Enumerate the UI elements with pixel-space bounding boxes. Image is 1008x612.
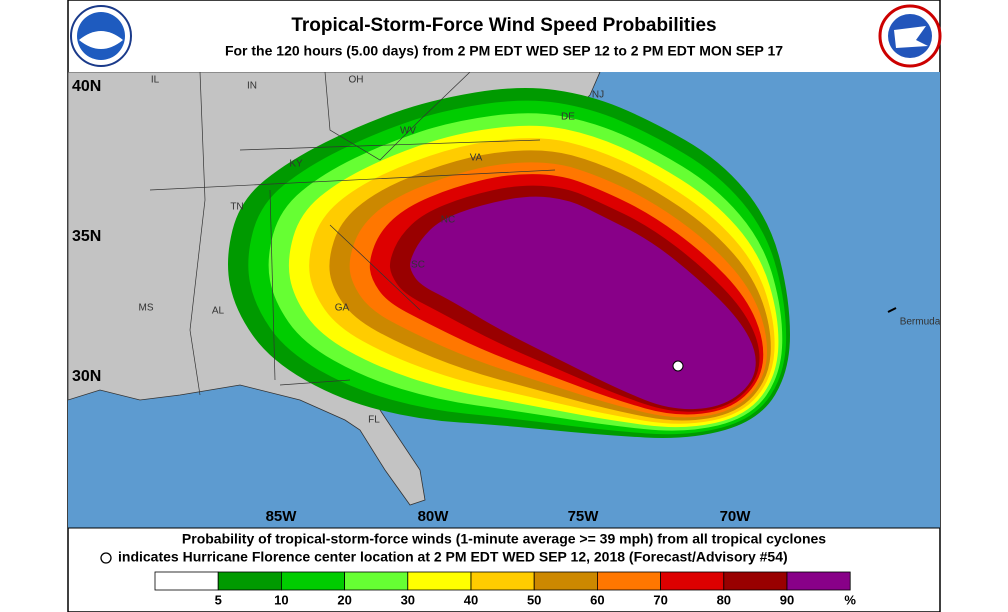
map: IL IN OH NJ DE WV VA KY TN NC SC GA MS AL FL Bermuda 4… (68, 72, 941, 528)
legend-tick-label: 5 (215, 592, 222, 607)
state-label: FL (368, 415, 380, 426)
legend-tick-label: 80 (717, 592, 731, 607)
state-label: KY (289, 159, 303, 170)
state-label: VA (470, 153, 483, 164)
legend-swatch (660, 571, 725, 591)
noaa-logo (70, 5, 132, 67)
lon-label: 85W (266, 508, 298, 525)
legend-tick-label: 50 (527, 592, 541, 607)
legend-swatch (533, 571, 598, 591)
legend-tick-label: 60 (590, 592, 604, 607)
legend-tick-label: 10 (274, 592, 288, 607)
legend-tick-label: 20 (337, 592, 351, 607)
state-label: OH (349, 75, 364, 86)
subtitle: For the 120 hours (5.00 days) from 2 PM … (225, 43, 783, 59)
legend-swatch (344, 571, 409, 591)
state-label: DE (561, 112, 575, 123)
nws-logo (878, 4, 942, 68)
state-label: IN (247, 81, 257, 92)
state-borders (149, 72, 556, 396)
state-label: SC (411, 260, 425, 271)
caption-symbol (100, 552, 112, 564)
lat-label: 35N (72, 228, 101, 245)
caption: indicates Hurricane Florence center loca… (118, 549, 788, 565)
caption: Probability of tropical-storm-force wind… (182, 531, 826, 547)
legend-swatch (786, 571, 851, 591)
state-label: IL (151, 75, 160, 86)
legend-swatch (280, 571, 345, 591)
storm-center (672, 360, 684, 372)
legend-swatch (597, 571, 662, 591)
state-label: WV (400, 126, 416, 137)
legend-tick-label: 40 (464, 592, 478, 607)
title: Tropical-Storm-Force Wind Speed Probabil… (291, 15, 716, 36)
legend-swatch (217, 571, 282, 591)
probability-contours (228, 88, 790, 438)
state-label: NC (441, 215, 455, 226)
state-label: NJ (592, 90, 604, 101)
state-label: TN (230, 202, 243, 213)
legend-swatch (470, 571, 535, 591)
state-label: GA (335, 303, 350, 314)
legend-swatch (407, 571, 472, 591)
legend-unit: % (844, 592, 856, 607)
legend-swatch (723, 571, 788, 591)
lon-label: 80W (418, 508, 450, 525)
lon-label: 75W (568, 508, 600, 525)
legend: 5 10 20 30 40 50 60 70 80 90% (154, 571, 856, 607)
legend-tick-label: 70 (653, 592, 667, 607)
lat-label: 30N (72, 368, 101, 385)
state-label: MS (139, 303, 154, 314)
legend-swatch (154, 571, 219, 591)
bermuda-island (887, 307, 897, 313)
legend-tick-label: 90 (780, 592, 794, 607)
lat-label: 40N (72, 78, 101, 95)
place-label: Bermuda (900, 317, 941, 328)
lon-label: 70W (720, 508, 752, 525)
legend-tick-label: 30 (401, 592, 415, 607)
contour-band (410, 196, 756, 410)
state-label: AL (212, 306, 225, 317)
